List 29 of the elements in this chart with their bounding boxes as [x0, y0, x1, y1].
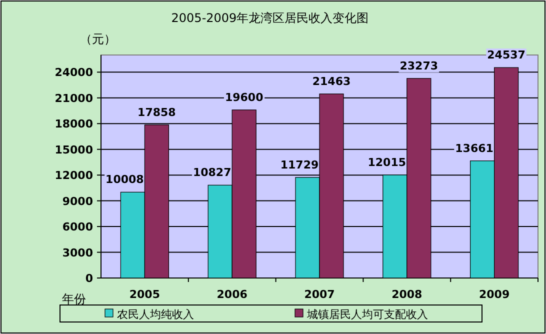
data-label: 19600 — [224, 90, 264, 104]
data-label: 10008 — [106, 173, 144, 186]
xtick: 2009 — [478, 288, 510, 301]
data-label: 17858 — [138, 106, 176, 119]
xtick: 2007 — [304, 288, 335, 301]
ytick: 0 — [85, 272, 93, 285]
data-label: 23273 — [400, 59, 438, 72]
legend-label: 农民人均纯收入 — [117, 308, 194, 321]
title: 2005-2009年龙湾区居民收入变化图 — [171, 11, 369, 25]
ytick: 12000 — [54, 169, 93, 182]
ytick: 24000 — [54, 66, 93, 80]
xtick: 2008 — [392, 288, 422, 301]
ytick: 3000 — [62, 246, 93, 260]
xtick: 2006 — [216, 288, 248, 301]
ytick: 21000 — [54, 92, 93, 105]
ytick: 18000 — [54, 118, 93, 131]
xtick: 2005 — [129, 288, 160, 301]
ytick: 15000 — [54, 143, 93, 156]
ylabel: （元） — [80, 32, 116, 46]
data-label: 11729 — [280, 158, 319, 172]
legend-label: 城镇居民人均可支配收入 — [307, 308, 428, 321]
data-label: 24537 — [487, 48, 526, 62]
data-label: 21463 — [312, 74, 351, 88]
ytick: 9000 — [62, 194, 93, 208]
ytick: 6000 — [62, 220, 93, 234]
xlabel: 年份 — [62, 292, 86, 306]
data-label: 10827 — [192, 166, 232, 180]
data-label: 12015 — [368, 156, 406, 169]
data-label: 13661 — [455, 142, 494, 155]
